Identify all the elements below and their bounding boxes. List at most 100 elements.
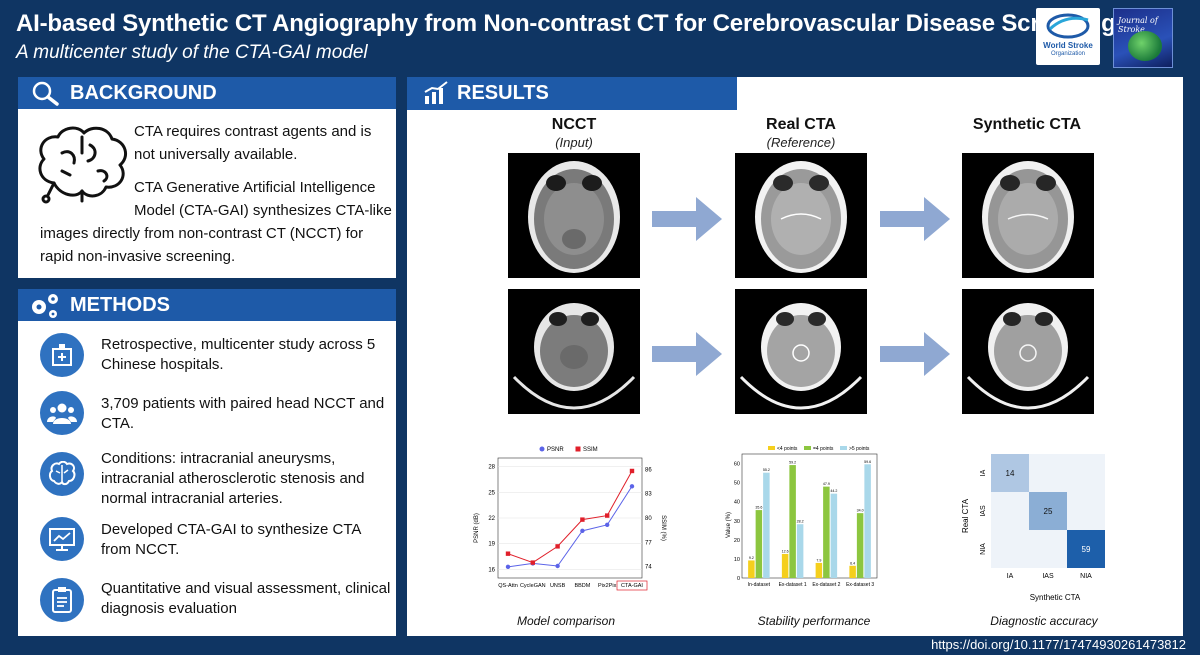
methods-item-1: Retrospective, multicenter study across …: [101, 336, 376, 373]
legend-label: SSIM: [583, 447, 598, 453]
background-p2-line2: Model (CTA-GAI) synthesizes CTA-like: [134, 202, 392, 219]
real-cta-column-title: Real CTA: [766, 116, 836, 133]
monitor-chart-icon: [40, 517, 84, 561]
bar-chart-icon: [424, 81, 448, 104]
bar-value-label: 34.0: [857, 509, 864, 513]
bar-value-label: 59.6: [864, 460, 871, 464]
heatmap-cell: [991, 454, 1029, 492]
y-tick-label: 10: [734, 557, 740, 563]
plot-frame: [741, 453, 878, 579]
ncct-scan-2: [508, 289, 640, 414]
y-tick-label: 20: [734, 538, 740, 544]
bar: [789, 465, 796, 578]
bar-value-label: 7.9: [816, 558, 821, 562]
legend-label: <4 points: [777, 446, 798, 452]
background-p2-line4: rapid non-invasive screening.: [40, 248, 236, 265]
methods-item-2: 3,709 patients with paired head NCCT and…: [101, 395, 385, 432]
bar-value-label: 9.2: [749, 556, 754, 560]
y-tick-label: 40: [734, 500, 740, 506]
heatmap-cell: [1067, 530, 1105, 568]
psnr-tick-label: 22: [488, 516, 495, 522]
bar-value-label: 12.6: [782, 549, 789, 553]
ssim-point: [605, 513, 610, 518]
legend-swatch: [768, 446, 775, 450]
methods-item-5: Quantitative and visual assessment, clin…: [101, 580, 391, 617]
y-tick-label: 60: [734, 462, 740, 468]
journal-cover-logo: Journal of Stroke: [1113, 8, 1173, 68]
bar-value-label: 55.2: [763, 468, 770, 472]
heatmap-cell: [1029, 530, 1067, 568]
bar-value-label: 35.6: [755, 506, 762, 510]
background-p2-line1: CTA Generative Artificial Intelligence: [134, 179, 376, 196]
x-tick-label: BBDM: [574, 583, 590, 589]
heatmap-col-label: IA: [1007, 573, 1014, 580]
real-cta-column-subtitle: (Reference): [766, 135, 836, 150]
bar-value-label: 59.2: [789, 461, 796, 465]
x-tick-label: Ex-dataset 1: [779, 582, 807, 588]
bar: [763, 472, 770, 578]
x-tick-label: QS-Attn: [498, 583, 518, 589]
x-tick-label: Pix2Pix: [598, 583, 617, 589]
x-tick-label: Ex-dataset 2: [812, 582, 840, 588]
psnr-tick-label: 25: [488, 490, 495, 496]
ncct-column-title: NCCT: [551, 116, 597, 133]
bar-value-label: 47.9: [823, 482, 830, 486]
heatmap-y-axis-label: Real CTA: [961, 498, 970, 533]
stability-performance-caption: Stability performance: [757, 614, 871, 628]
x-tick-label: Ex-dataset 3: [846, 582, 874, 588]
patients-icon: [40, 391, 84, 435]
journal-title-text: Journal of Stroke: [1118, 16, 1158, 34]
heatmap-cell: [1029, 454, 1067, 492]
legend-label: >5 points: [849, 446, 870, 452]
psnr-tick-label: 16: [488, 567, 495, 573]
y-tick-label: 30: [734, 519, 740, 525]
heatmap-col-label: NIA: [1080, 573, 1092, 580]
heatmap-col-label: IAS: [1042, 573, 1054, 580]
hospital-icon: [40, 333, 84, 377]
x-tick-label: In-dataset: [748, 582, 771, 588]
heatmap-cell-value: 14: [1006, 469, 1015, 478]
y-tick-label: 50: [734, 481, 740, 487]
magnifier-icon: [32, 81, 59, 106]
methods-heading: METHODS: [70, 293, 170, 316]
brain-icon: [40, 452, 84, 496]
world-stroke-organization-logo: World Stroke Organization: [1036, 8, 1100, 65]
bar: [823, 486, 830, 578]
background-panel: CTA requires contrast agents and is not …: [18, 109, 396, 278]
ssim-point: [555, 544, 560, 549]
methods-item-3: Conditions: intracranial aneurysms, intr…: [101, 450, 365, 507]
heatmap-row-label: IA: [980, 469, 987, 476]
psnr-point: [505, 564, 511, 570]
legend-swatch: [840, 446, 847, 450]
legend-label: =4 points: [813, 446, 834, 452]
ssim-tick-label: 80: [645, 516, 652, 522]
real-cta-scan-1: [735, 153, 867, 278]
ssim-point: [505, 551, 511, 556]
clipboard-icon: [40, 578, 84, 622]
globe-icon: [1128, 31, 1162, 61]
doi-link[interactable]: https://doi.org/10.1177/1747493026147381…: [931, 637, 1186, 652]
methods-panel: Retrospective, multicenter study across …: [18, 321, 396, 636]
results-heading: RESULTS: [457, 82, 549, 104]
bar: [864, 464, 871, 578]
psnr-point: [629, 484, 635, 489]
results-header: RESULTS: [407, 77, 737, 110]
psnr-point: [580, 528, 585, 534]
gears-icon: [32, 294, 58, 318]
ncct-scan-1: [508, 153, 640, 278]
ncct-column-subtitle: (Input): [555, 135, 593, 150]
psnr-tick-label: 19: [488, 542, 495, 548]
heatmap-x-axis-label: Synthetic CTA: [1030, 593, 1081, 602]
poster-subtitle: A multicenter study of the CTA-GAI model: [16, 42, 368, 63]
bar: [781, 553, 789, 578]
series-line-ssim: [507, 470, 633, 564]
psnr-point: [555, 563, 560, 569]
wso-swirl-icon: [1046, 13, 1090, 39]
bar: [815, 562, 823, 578]
legend-marker-psnr: [539, 446, 545, 452]
diagnostic-accuracy-heatmap: 14 25 59 IA IAS NIA IA IAS NIA Real CTA Synthet…: [961, 454, 1105, 602]
diagnostic-accuracy-caption: Diagnostic accuracy: [990, 614, 1098, 628]
ssim-tick-label: 74: [645, 565, 652, 571]
synthetic-cta-column-title: Synthetic CTA: [972, 116, 1082, 133]
psnr-tick-label: 28: [488, 465, 495, 471]
